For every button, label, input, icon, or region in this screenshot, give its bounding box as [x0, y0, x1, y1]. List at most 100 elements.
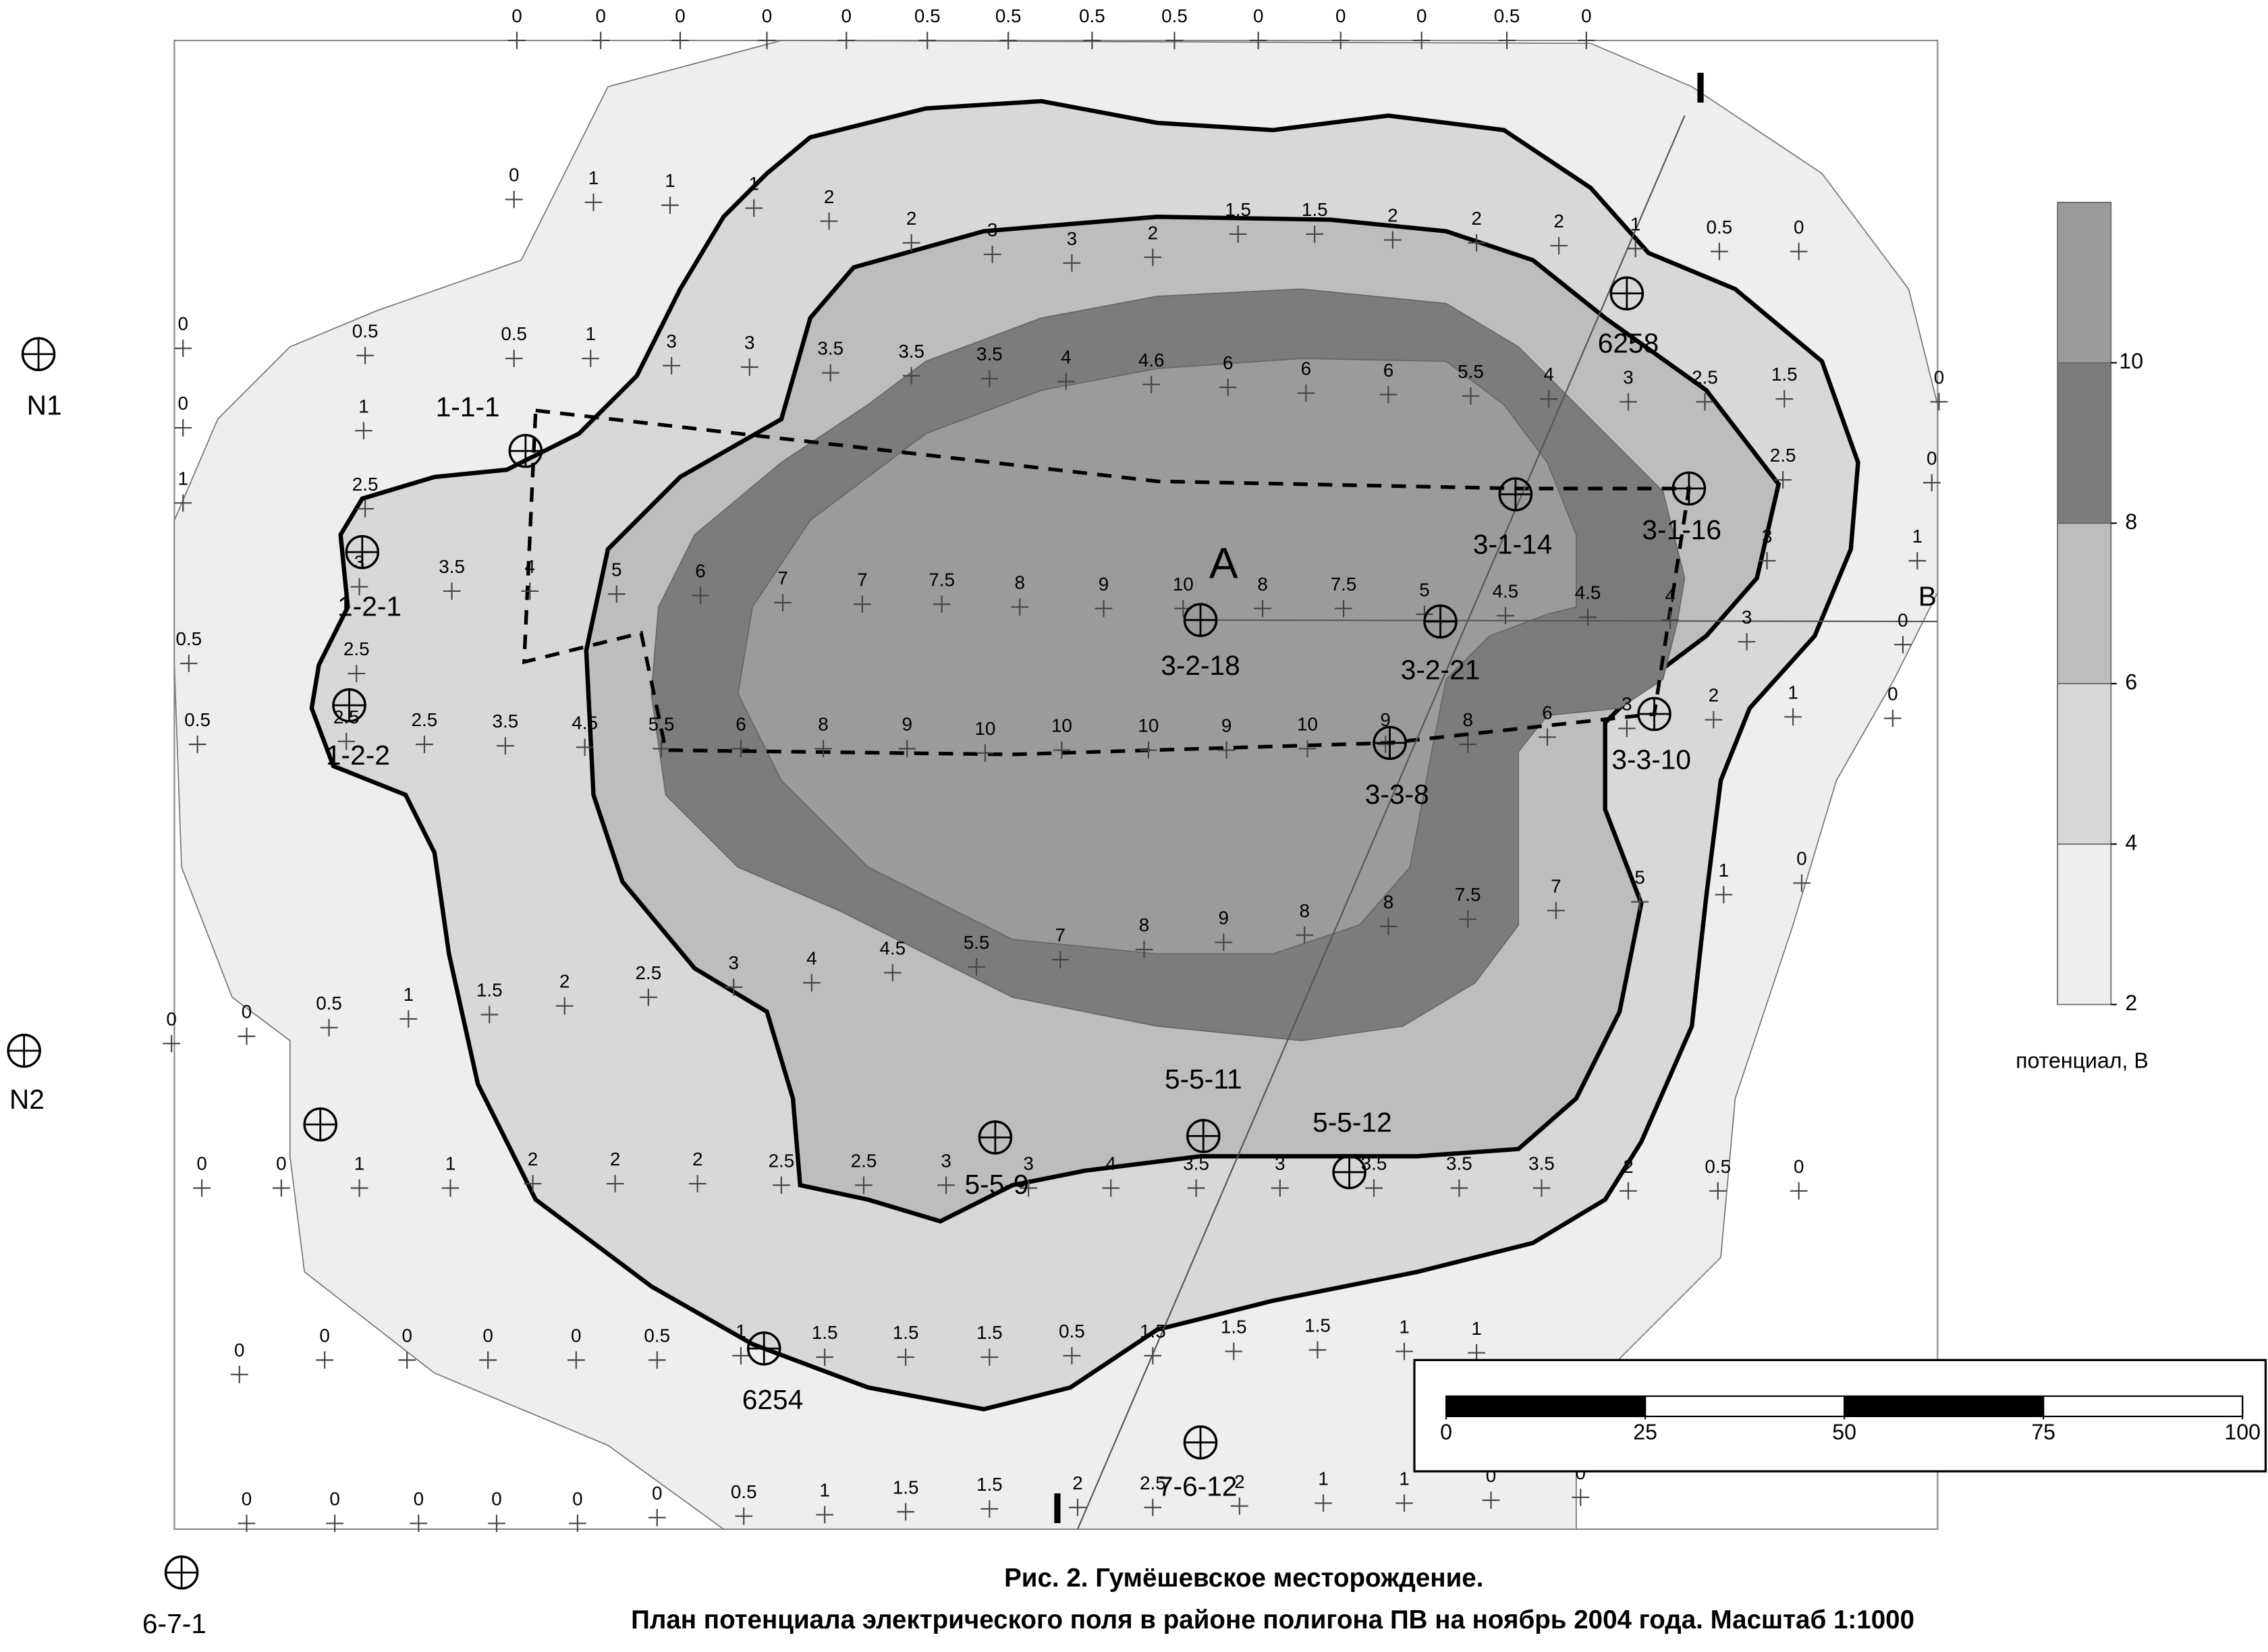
measurement-value: 1.5 [1221, 1317, 1247, 1338]
measurement-value: 0 [196, 1153, 206, 1174]
measurement-value: 2 [1148, 222, 1158, 243]
measurement-value: 0.5 [1705, 1156, 1731, 1177]
measurement-point [443, 582, 461, 600]
well-label: N1 [27, 390, 62, 421]
measurement-value: 2 [559, 971, 570, 992]
scale-tick-label: 25 [1633, 1420, 1657, 1444]
measurement-point [1230, 1497, 1248, 1515]
measurement-value: 0 [276, 1153, 286, 1174]
measurement-value: 0.5 [184, 709, 211, 730]
well-symbol [1373, 725, 1407, 761]
measurement-point [1793, 874, 1810, 892]
measurement-value: 1.5 [1304, 1315, 1331, 1336]
measurement-point [355, 422, 372, 440]
legend-tick-label: 4 [2125, 830, 2137, 854]
measurement-value: 0 [511, 5, 522, 26]
measurement-point [897, 1348, 914, 1366]
measurement-value: 3 [1762, 526, 1772, 547]
measurement-point [1254, 599, 1271, 617]
measurement-value: 0 [414, 1488, 424, 1509]
well-label: 3-2-21 [1401, 655, 1481, 686]
legend-tick-label: 2 [2125, 991, 2137, 1015]
measurement-value: 0 [242, 1488, 252, 1509]
measurement-point [1462, 387, 1480, 405]
measurements: 0 0 0 0 0 0.5 0.5 0.5 0.5 0 0 0 0.5 0 0 1 1 1 2 2 3 3 2 1.5 1.5 2… [163, 5, 1948, 1533]
measurement-value: 0 [1934, 366, 1944, 387]
measurement-value: 10 [1297, 714, 1318, 735]
measurement-point [410, 1514, 428, 1533]
measurement-point [320, 1018, 338, 1037]
legend-tick-label: 6 [2125, 670, 2137, 694]
measurement-value: 0 [509, 165, 519, 186]
well-symbol [1424, 605, 1457, 638]
measurement-point [1308, 1341, 1327, 1359]
measurement-value: 2 [1709, 685, 1719, 706]
measurement-value: 1 [1471, 1318, 1481, 1339]
measurement-value: 0.5 [995, 5, 1022, 26]
measurement-point [918, 32, 937, 49]
measurement-value: 3.5 [898, 341, 924, 362]
well-label: 1-1-1 [436, 391, 500, 422]
measurement-value: 0 [242, 1001, 252, 1022]
measurement-value: 3 [1623, 366, 1633, 387]
measurement-value: 0 [841, 5, 852, 26]
measurement-point [980, 370, 999, 387]
measurement-value: 0 [1796, 848, 1806, 869]
measurement-value: 1 [358, 395, 368, 416]
measurement-point [976, 744, 994, 762]
measurement-value: 1 [1399, 1468, 1409, 1489]
measurement-point [1775, 390, 1794, 408]
measurement-point [1540, 390, 1558, 408]
measurement-value: 3.5 [1183, 1153, 1209, 1174]
measurement-value: 0 [402, 1325, 412, 1346]
measurement-value: 2 [824, 186, 834, 207]
measurement-value: 0 [1887, 684, 1898, 705]
measurement-point [569, 1514, 586, 1533]
measurement-value: 1 [1630, 213, 1640, 234]
measurement-value: 1.5 [976, 1474, 1003, 1495]
measurement-value: 1.5 [1225, 199, 1251, 220]
measurement-point [1626, 240, 1644, 258]
legend-tick-label: 8 [2125, 510, 2137, 534]
measurement-value: 1 [445, 1153, 455, 1174]
measurement-point [567, 1351, 585, 1369]
measurement-value: 7.5 [1331, 574, 1357, 595]
measurement-point [356, 347, 374, 364]
legend-tick-label: 10 [2119, 349, 2143, 373]
measurement-point [814, 740, 832, 758]
measurement-value: 1.5 [976, 1322, 1003, 1343]
measurement-point [1631, 893, 1649, 911]
well-symbol [1673, 472, 1705, 505]
measurement-value: 1 [354, 1153, 364, 1174]
measurement-point [1412, 32, 1431, 49]
measurement-point [524, 1175, 542, 1192]
measurement-value: 0.5 [644, 1325, 670, 1346]
measurement-point [479, 1351, 497, 1369]
measurement-value: 7 [1551, 875, 1561, 896]
measurement-value: 1 [1399, 1317, 1409, 1338]
measurement-point [1884, 709, 1902, 727]
measurement-point [350, 1179, 368, 1197]
measurement-point [606, 1175, 624, 1192]
measurement-value: 4 [1105, 1153, 1115, 1174]
measurement-value: 6 [695, 560, 705, 581]
measurement-point [1063, 254, 1081, 272]
measurement-value: 0 [329, 1488, 339, 1509]
measurement-value: 6 [736, 714, 746, 735]
measurement-value: 1 [588, 167, 599, 188]
scale-segment [1844, 1395, 2045, 1417]
measurement-value: 10 [1138, 715, 1159, 736]
measurement-value: 10 [974, 718, 995, 739]
well-symbol [21, 337, 56, 371]
measurement-value: 8 [1257, 574, 1267, 595]
measurement-point [1069, 1498, 1086, 1516]
measurement-value: 4 [1543, 364, 1553, 385]
measurement-value: 8 [818, 714, 828, 735]
scale-tick-label: 0 [1440, 1420, 1452, 1444]
measurement-point [416, 736, 433, 753]
measurement-point [1617, 719, 1636, 738]
measurement-point [1142, 375, 1161, 393]
well-symbol [1186, 1119, 1221, 1153]
measurement-point [640, 988, 657, 1006]
measurement-value: 1 [736, 1321, 746, 1342]
